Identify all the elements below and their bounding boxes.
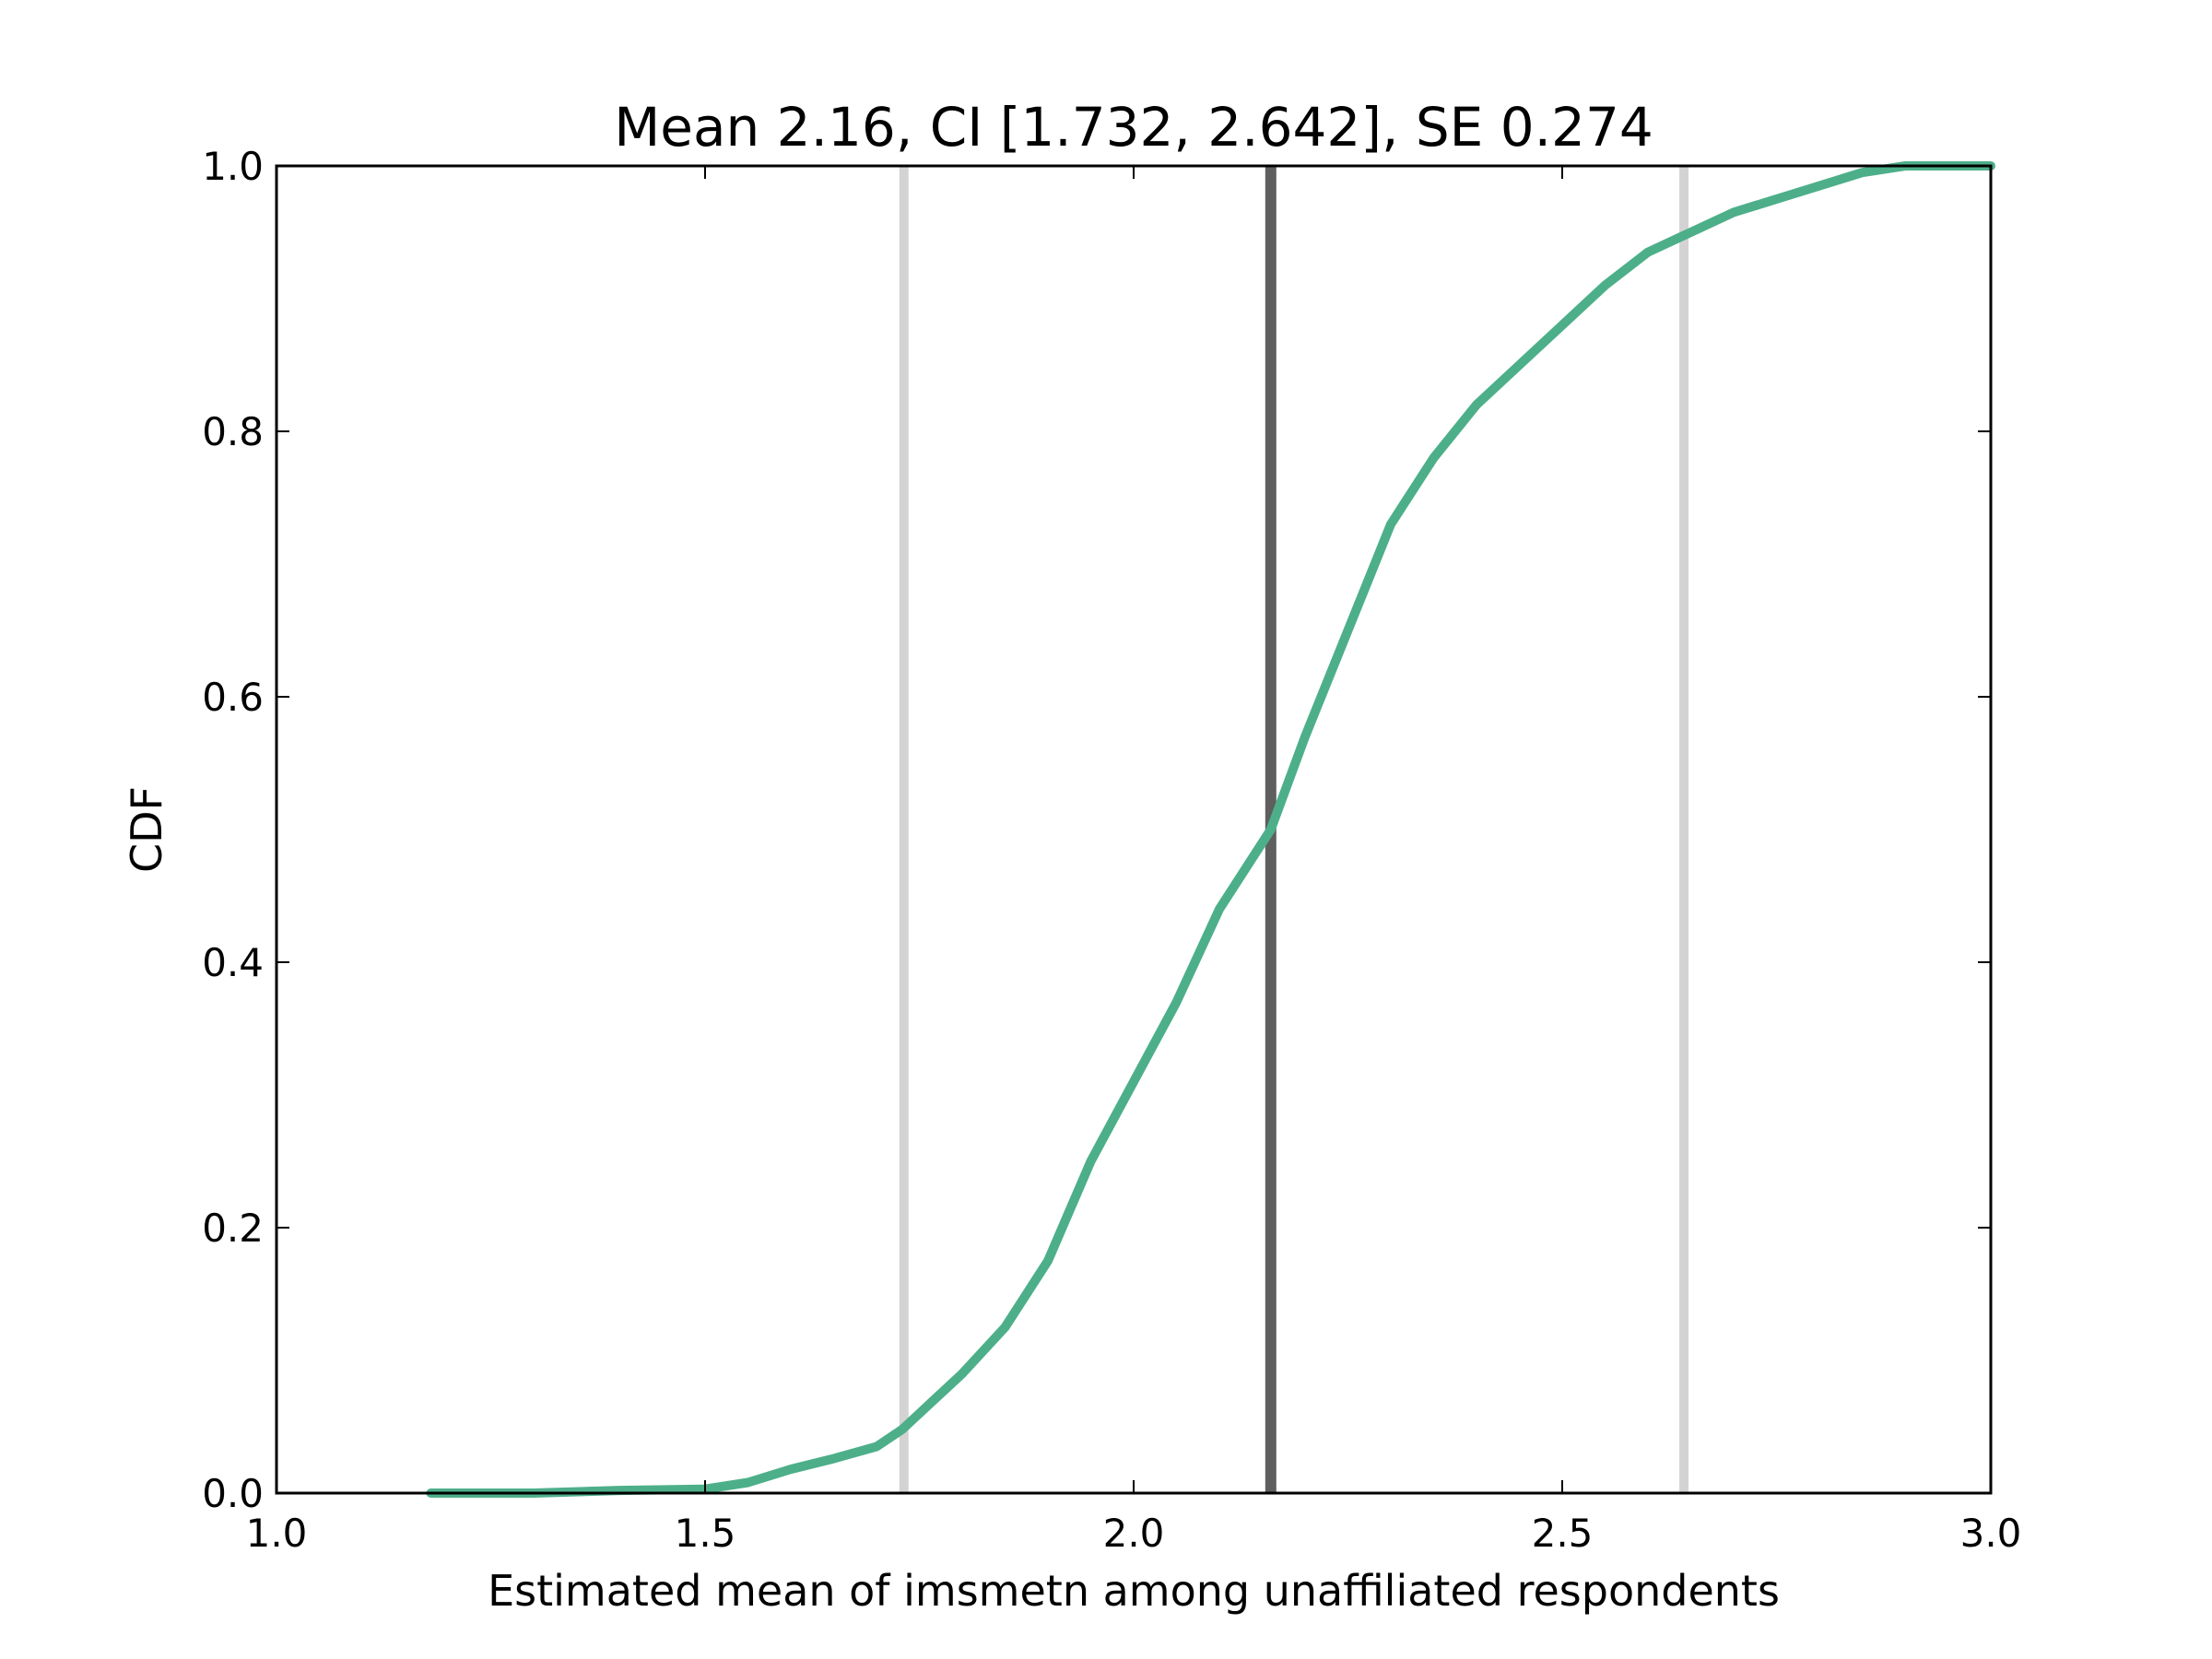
y-tick-label: 0.2: [202, 1206, 264, 1251]
cdf-series-line: [426, 161, 1995, 1498]
x-tick-label: 1.5: [675, 1511, 736, 1556]
y-tick-label: 0.8: [202, 409, 264, 454]
y-tick-label: 1.0: [202, 144, 264, 189]
y-tick-label: 0.6: [202, 675, 264, 720]
x-tick-label: 2.5: [1532, 1511, 1594, 1556]
x-tick-label: 1.0: [246, 1511, 308, 1556]
x-axis-label: Estimated mean of imsmetn among unaffili…: [488, 1566, 1780, 1616]
y-tick-label: 0.0: [202, 1471, 264, 1516]
y-axis-label: CDF: [122, 786, 171, 873]
y-tick-label: 0.4: [202, 940, 264, 985]
x-tick-label: 3.0: [1960, 1511, 2022, 1556]
x-tick-label: 2.0: [1103, 1511, 1165, 1556]
chart-title: Mean 2.16, CI [1.732, 2.642], SE 0.274: [614, 96, 1653, 159]
